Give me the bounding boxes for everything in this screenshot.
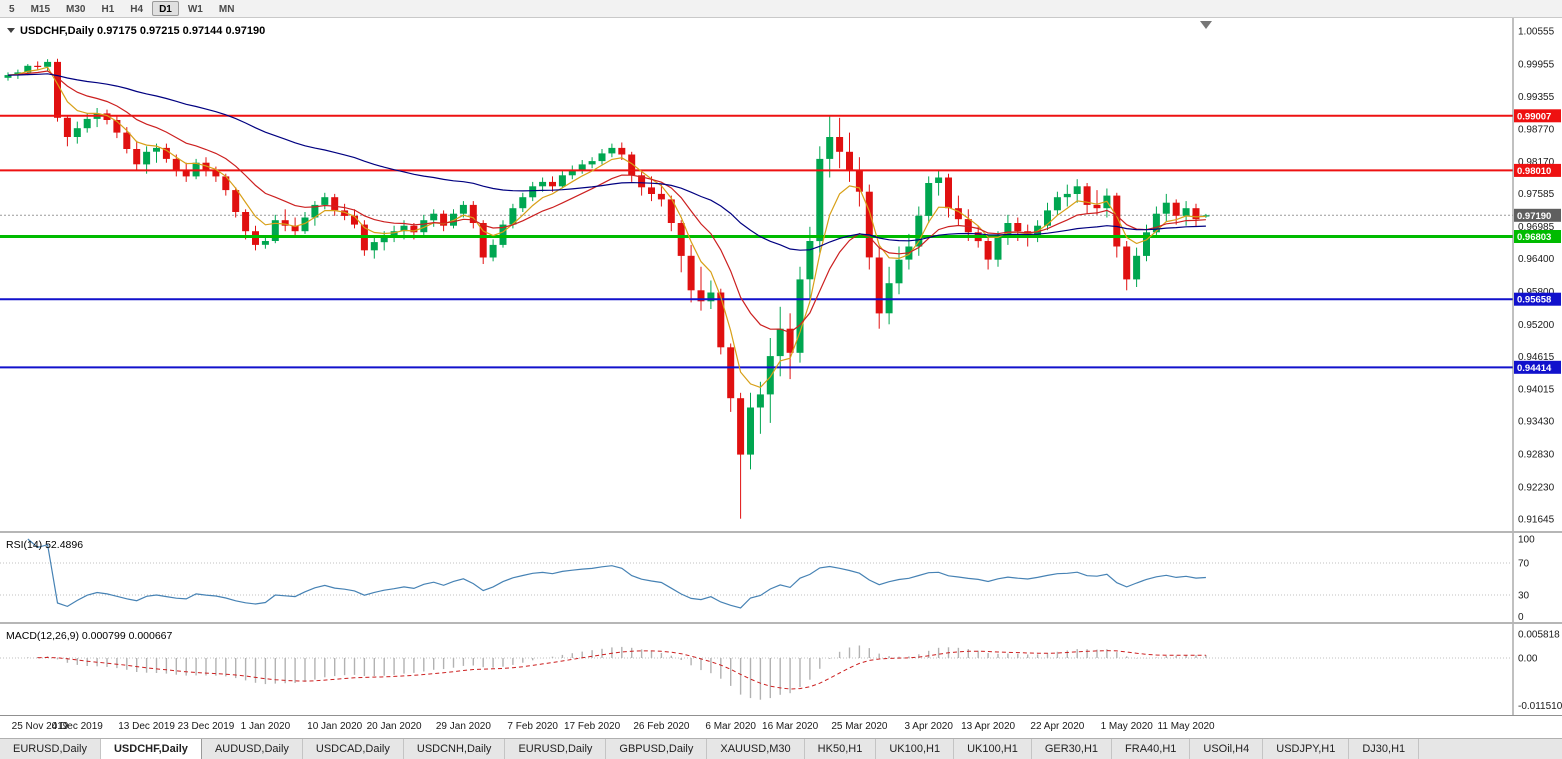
svg-text:0.92830: 0.92830	[1518, 450, 1555, 461]
timeframe-button-h4[interactable]: H4	[123, 1, 150, 16]
macd-histogram	[17, 645, 1207, 700]
macd-signal-line	[37, 650, 1206, 690]
svg-text:1.00555: 1.00555	[1518, 27, 1555, 38]
chart-tab-usdchf-daily[interactable]: USDCHF,Daily	[100, 739, 202, 759]
svg-text:0.99955: 0.99955	[1518, 59, 1555, 70]
svg-text:1 Jan 2020: 1 Jan 2020	[241, 721, 291, 732]
svg-text:0.96985: 0.96985	[1518, 222, 1555, 233]
chart-shift-marker-icon	[1200, 21, 1212, 29]
price-scale[interactable]: 1.00555 0.99955 0.99355 0.98770 0.98170 0.975…	[1512, 18, 1562, 715]
timeframe-button-5[interactable]: 5	[2, 1, 22, 16]
chart-tab-usdcad-daily[interactable]: USDCAD,Daily	[302, 739, 404, 759]
svg-text:0.94615: 0.94615	[1518, 352, 1555, 363]
timeframe-button-w1[interactable]: W1	[181, 1, 210, 16]
svg-text:0.005818: 0.005818	[1518, 630, 1560, 641]
chart-tab-audusd-daily[interactable]: AUDUSD,Daily	[201, 739, 303, 759]
svg-text:0: 0	[1518, 612, 1524, 623]
svg-text:22 Apr 2020: 22 Apr 2020	[1030, 721, 1084, 732]
slow-ma-line	[7, 73, 1206, 251]
chart-tab-hk50-h1[interactable]: HK50,H1	[804, 739, 877, 759]
svg-text:3 Apr 2020: 3 Apr 2020	[905, 721, 954, 732]
svg-text:0.94414: 0.94414	[1517, 363, 1552, 374]
chart-tab-fra40-h1[interactable]: FRA40,H1	[1112, 739, 1191, 759]
chart-tabs-bar: EURUSD,Daily USDCHF,Daily AUDUSD,Daily USDC…	[0, 738, 1562, 759]
svg-text:13 Apr 2020: 13 Apr 2020	[961, 721, 1015, 732]
svg-text:0.96803: 0.96803	[1517, 232, 1551, 243]
fast-ma-line	[7, 66, 1206, 389]
chart-tab-eurusd-daily[interactable]: EURUSD,Daily	[0, 739, 101, 759]
svg-text:0.95658: 0.95658	[1517, 295, 1551, 306]
svg-text:30: 30	[1518, 591, 1530, 602]
svg-text:0.99007: 0.99007	[1517, 111, 1551, 122]
svg-text:-0.011510: -0.011510	[1518, 701, 1562, 712]
panel-divider[interactable]	[0, 622, 1562, 624]
svg-text:16 Mar 2020: 16 Mar 2020	[762, 721, 819, 732]
svg-text:17 Feb 2020: 17 Feb 2020	[564, 721, 621, 732]
chart-tab-dj30-h1[interactable]: DJ30,H1	[1349, 739, 1420, 759]
chart-tab-usdjpy-h1[interactable]: USDJPY,H1	[1263, 739, 1350, 759]
svg-text:29 Jan 2020: 29 Jan 2020	[436, 721, 491, 732]
svg-text:0.91645: 0.91645	[1518, 515, 1555, 526]
svg-text:0.98010: 0.98010	[1517, 166, 1551, 177]
svg-text:0.97190: 0.97190	[1517, 211, 1551, 222]
svg-text:6 Mar 2020: 6 Mar 2020	[705, 721, 756, 732]
chart-tab-xauusd-m30[interactable]: XAUUSD,M30	[707, 739, 805, 759]
svg-text:100: 100	[1518, 535, 1535, 546]
svg-text:0.92230: 0.92230	[1518, 483, 1555, 494]
medium-ma-line	[7, 70, 1206, 334]
chart-tab-eurusd-daily[interactable]: EURUSD,Daily	[505, 739, 607, 759]
svg-text:23 Dec 2019: 23 Dec 2019	[178, 721, 235, 732]
chart-layers: 1.00555 0.99955 0.99355 0.98770 0.98170 0.975…	[0, 18, 1562, 732]
svg-text:0.98170: 0.98170	[1518, 157, 1555, 168]
svg-text:25 Nov 2019: 25 Nov 2019	[12, 721, 69, 732]
svg-text:10 Jan 2020: 10 Jan 2020	[307, 721, 362, 732]
svg-text:13 Dec 2019: 13 Dec 2019	[118, 721, 175, 732]
chart-title: USDCHF,Daily 0.97175 0.97215 0.97144 0.9…	[20, 25, 265, 37]
timeframe-button-m15[interactable]: M15	[24, 1, 57, 16]
svg-text:11 May 2020: 11 May 2020	[1158, 721, 1216, 732]
svg-text:0.99355: 0.99355	[1518, 92, 1555, 103]
chart-tab-gbpusd-daily[interactable]: GBPUSD,Daily	[606, 739, 708, 759]
timeframe-button-d1[interactable]: D1	[152, 1, 179, 16]
timeframe-button-mn[interactable]: MN	[212, 1, 242, 16]
rsi-label: RSI(14) 52.4896	[6, 539, 83, 551]
svg-text:7 Feb 2020: 7 Feb 2020	[507, 721, 558, 732]
timeframe-button-h1[interactable]: H1	[94, 1, 121, 16]
svg-text:1 May 2020: 1 May 2020	[1101, 721, 1154, 732]
chart-tab-ger30-h1[interactable]: GER30,H1	[1031, 739, 1113, 759]
candles	[4, 58, 1210, 519]
svg-text:0.00: 0.00	[1518, 654, 1538, 665]
svg-text:20 Jan 2020: 20 Jan 2020	[367, 721, 422, 732]
svg-text:0.95800: 0.95800	[1518, 287, 1555, 298]
svg-text:25 Mar 2020: 25 Mar 2020	[831, 721, 888, 732]
timeframe-toolbar: 5 M15 M30 H1 H4 D1 W1 MN	[0, 0, 1562, 18]
chart-tab-uk100-h1[interactable]: UK100,H1	[876, 739, 955, 759]
timeframe-button-m30[interactable]: M30	[59, 1, 92, 16]
svg-text:0.94015: 0.94015	[1518, 385, 1555, 396]
rsi-line	[27, 538, 1206, 609]
chart-window: 1.00555 0.99955 0.99355 0.98770 0.98170 0.975…	[0, 18, 1562, 738]
macd-label: MACD(12,26,9) 0.000799 0.000667	[6, 630, 173, 642]
svg-text:70: 70	[1518, 559, 1530, 570]
svg-text:0.93430: 0.93430	[1518, 417, 1555, 428]
chart-tab-uk100-h1[interactable]: UK100,H1	[954, 739, 1032, 759]
price-chart[interactable]: 1.00555 0.99955 0.99355 0.98770 0.98170 0.975…	[0, 18, 1562, 738]
svg-text:0.95200: 0.95200	[1518, 320, 1555, 331]
panel-divider[interactable]	[0, 531, 1562, 533]
chart-dropdown-icon[interactable]	[7, 28, 15, 33]
svg-text:26 Feb 2020: 26 Feb 2020	[633, 721, 690, 732]
svg-text:0.96400: 0.96400	[1518, 254, 1555, 265]
svg-text:0.97585: 0.97585	[1518, 189, 1555, 200]
chart-tab-usoil-h4[interactable]: USOil,H4	[1190, 739, 1264, 759]
svg-text:0.98770: 0.98770	[1518, 124, 1555, 135]
svg-text:4 Dec 2019: 4 Dec 2019	[52, 721, 104, 732]
chart-tab-usdcnh-daily[interactable]: USDCNH,Daily	[403, 739, 506, 759]
